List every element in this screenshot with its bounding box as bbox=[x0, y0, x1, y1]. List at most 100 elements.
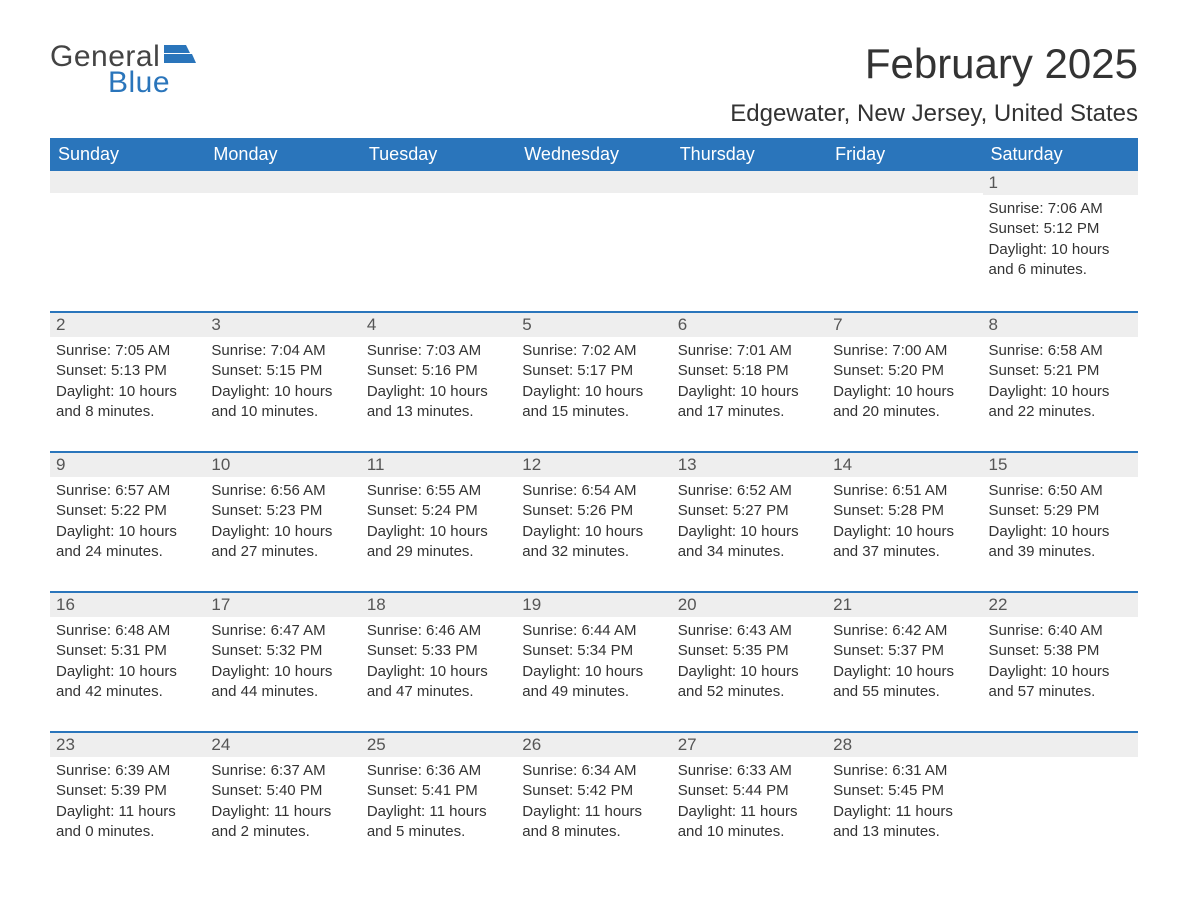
sunrise-text: Sunrise: 6:48 AM bbox=[56, 621, 199, 641]
sunset-text: Sunset: 5:32 PM bbox=[211, 641, 354, 661]
calendar-cell: 22Sunrise: 6:40 AMSunset: 5:38 PMDayligh… bbox=[983, 591, 1138, 731]
day-number: 3 bbox=[205, 311, 360, 337]
daylight-text: Daylight: 10 hours and 32 minutes. bbox=[522, 522, 665, 563]
sunset-text: Sunset: 5:13 PM bbox=[56, 361, 199, 381]
day-details: Sunrise: 6:40 AMSunset: 5:38 PMDaylight:… bbox=[983, 617, 1138, 706]
sunset-text: Sunset: 5:42 PM bbox=[522, 781, 665, 801]
calendar-cell bbox=[672, 171, 827, 311]
sunrise-text: Sunrise: 6:57 AM bbox=[56, 481, 199, 501]
daylight-text: Daylight: 11 hours and 5 minutes. bbox=[367, 802, 510, 843]
daylight-text: Daylight: 10 hours and 24 minutes. bbox=[56, 522, 199, 563]
daylight-text: Daylight: 10 hours and 55 minutes. bbox=[833, 662, 976, 703]
sunrise-text: Sunrise: 6:56 AM bbox=[211, 481, 354, 501]
daylight-text: Daylight: 11 hours and 13 minutes. bbox=[833, 802, 976, 843]
calendar-cell bbox=[983, 731, 1138, 871]
sunset-text: Sunset: 5:45 PM bbox=[833, 781, 976, 801]
sunset-text: Sunset: 5:17 PM bbox=[522, 361, 665, 381]
day-number: 24 bbox=[205, 731, 360, 757]
logo: General Blue bbox=[50, 40, 196, 100]
calendar-cell: 4Sunrise: 7:03 AMSunset: 5:16 PMDaylight… bbox=[361, 311, 516, 451]
calendar-cell: 11Sunrise: 6:55 AMSunset: 5:24 PMDayligh… bbox=[361, 451, 516, 591]
daylight-text: Daylight: 10 hours and 47 minutes. bbox=[367, 662, 510, 703]
day-details: Sunrise: 6:51 AMSunset: 5:28 PMDaylight:… bbox=[827, 477, 982, 566]
sunrise-text: Sunrise: 7:01 AM bbox=[678, 341, 821, 361]
day-details: Sunrise: 6:54 AMSunset: 5:26 PMDaylight:… bbox=[516, 477, 671, 566]
day-details: Sunrise: 6:43 AMSunset: 5:35 PMDaylight:… bbox=[672, 617, 827, 706]
daylight-text: Daylight: 10 hours and 15 minutes. bbox=[522, 382, 665, 423]
weekday-header: Friday bbox=[827, 138, 982, 171]
daylight-text: Daylight: 10 hours and 49 minutes. bbox=[522, 662, 665, 703]
day-number: 7 bbox=[827, 311, 982, 337]
day-details: Sunrise: 6:55 AMSunset: 5:24 PMDaylight:… bbox=[361, 477, 516, 566]
weekday-header-row: Sunday Monday Tuesday Wednesday Thursday… bbox=[50, 138, 1138, 171]
daylight-text: Daylight: 10 hours and 22 minutes. bbox=[989, 382, 1132, 423]
calendar-cell: 2Sunrise: 7:05 AMSunset: 5:13 PMDaylight… bbox=[50, 311, 205, 451]
sunset-text: Sunset: 5:35 PM bbox=[678, 641, 821, 661]
daylight-text: Daylight: 10 hours and 44 minutes. bbox=[211, 662, 354, 703]
day-number: 20 bbox=[672, 591, 827, 617]
daylight-text: Daylight: 10 hours and 42 minutes. bbox=[56, 662, 199, 703]
logo-text-blue: Blue bbox=[108, 66, 170, 100]
daylight-text: Daylight: 11 hours and 2 minutes. bbox=[211, 802, 354, 843]
daylight-text: Daylight: 10 hours and 6 minutes. bbox=[989, 240, 1132, 281]
sunrise-text: Sunrise: 6:37 AM bbox=[211, 761, 354, 781]
day-number: 26 bbox=[516, 731, 671, 757]
daylight-text: Daylight: 10 hours and 34 minutes. bbox=[678, 522, 821, 563]
daylight-text: Daylight: 10 hours and 37 minutes. bbox=[833, 522, 976, 563]
day-details: Sunrise: 6:31 AMSunset: 5:45 PMDaylight:… bbox=[827, 757, 982, 846]
day-number: 15 bbox=[983, 451, 1138, 477]
sunrise-text: Sunrise: 6:50 AM bbox=[989, 481, 1132, 501]
day-details: Sunrise: 6:37 AMSunset: 5:40 PMDaylight:… bbox=[205, 757, 360, 846]
calendar-cell: 18Sunrise: 6:46 AMSunset: 5:33 PMDayligh… bbox=[361, 591, 516, 731]
calendar-cell: 20Sunrise: 6:43 AMSunset: 5:35 PMDayligh… bbox=[672, 591, 827, 731]
sunrise-text: Sunrise: 6:47 AM bbox=[211, 621, 354, 641]
sunset-text: Sunset: 5:23 PM bbox=[211, 501, 354, 521]
daylight-text: Daylight: 10 hours and 17 minutes. bbox=[678, 382, 821, 423]
day-details: Sunrise: 7:03 AMSunset: 5:16 PMDaylight:… bbox=[361, 337, 516, 426]
sunrise-text: Sunrise: 6:42 AM bbox=[833, 621, 976, 641]
day-details: Sunrise: 6:46 AMSunset: 5:33 PMDaylight:… bbox=[361, 617, 516, 706]
sunrise-text: Sunrise: 6:34 AM bbox=[522, 761, 665, 781]
calendar-cell: 14Sunrise: 6:51 AMSunset: 5:28 PMDayligh… bbox=[827, 451, 982, 591]
day-details: Sunrise: 6:52 AMSunset: 5:27 PMDaylight:… bbox=[672, 477, 827, 566]
weekday-header: Wednesday bbox=[516, 138, 671, 171]
day-details: Sunrise: 7:05 AMSunset: 5:13 PMDaylight:… bbox=[50, 337, 205, 426]
sunrise-text: Sunrise: 6:55 AM bbox=[367, 481, 510, 501]
calendar-cell: 26Sunrise: 6:34 AMSunset: 5:42 PMDayligh… bbox=[516, 731, 671, 871]
calendar-cell bbox=[205, 171, 360, 311]
calendar-cell: 1Sunrise: 7:06 AMSunset: 5:12 PMDaylight… bbox=[983, 171, 1138, 311]
sunrise-text: Sunrise: 6:46 AM bbox=[367, 621, 510, 641]
day-number: 13 bbox=[672, 451, 827, 477]
day-details: Sunrise: 7:06 AMSunset: 5:12 PMDaylight:… bbox=[983, 195, 1138, 284]
sunrise-text: Sunrise: 6:52 AM bbox=[678, 481, 821, 501]
sunset-text: Sunset: 5:21 PM bbox=[989, 361, 1132, 381]
day-details: Sunrise: 6:42 AMSunset: 5:37 PMDaylight:… bbox=[827, 617, 982, 706]
calendar-cell: 3Sunrise: 7:04 AMSunset: 5:15 PMDaylight… bbox=[205, 311, 360, 451]
sunrise-text: Sunrise: 7:02 AM bbox=[522, 341, 665, 361]
sunrise-text: Sunrise: 7:06 AM bbox=[989, 199, 1132, 219]
calendar-cell bbox=[50, 171, 205, 311]
sunset-text: Sunset: 5:41 PM bbox=[367, 781, 510, 801]
sunrise-text: Sunrise: 6:40 AM bbox=[989, 621, 1132, 641]
day-number: 18 bbox=[361, 591, 516, 617]
daylight-text: Daylight: 10 hours and 10 minutes. bbox=[211, 382, 354, 423]
calendar-cell: 10Sunrise: 6:56 AMSunset: 5:23 PMDayligh… bbox=[205, 451, 360, 591]
sunset-text: Sunset: 5:27 PM bbox=[678, 501, 821, 521]
sunset-text: Sunset: 5:22 PM bbox=[56, 501, 199, 521]
calendar-cell: 13Sunrise: 6:52 AMSunset: 5:27 PMDayligh… bbox=[672, 451, 827, 591]
day-number: 11 bbox=[361, 451, 516, 477]
day-number: 27 bbox=[672, 731, 827, 757]
day-number: 22 bbox=[983, 591, 1138, 617]
empty-day bbox=[827, 171, 982, 193]
sunset-text: Sunset: 5:26 PM bbox=[522, 501, 665, 521]
calendar-cell: 27Sunrise: 6:33 AMSunset: 5:44 PMDayligh… bbox=[672, 731, 827, 871]
calendar-cell: 23Sunrise: 6:39 AMSunset: 5:39 PMDayligh… bbox=[50, 731, 205, 871]
day-details: Sunrise: 7:04 AMSunset: 5:15 PMDaylight:… bbox=[205, 337, 360, 426]
calendar-cell: 15Sunrise: 6:50 AMSunset: 5:29 PMDayligh… bbox=[983, 451, 1138, 591]
sunrise-text: Sunrise: 6:39 AM bbox=[56, 761, 199, 781]
daylight-text: Daylight: 10 hours and 57 minutes. bbox=[989, 662, 1132, 703]
day-details: Sunrise: 6:33 AMSunset: 5:44 PMDaylight:… bbox=[672, 757, 827, 846]
page-header: General Blue February 2025 Edgewater, Ne… bbox=[50, 40, 1138, 128]
empty-day bbox=[672, 171, 827, 193]
sunrise-text: Sunrise: 7:05 AM bbox=[56, 341, 199, 361]
